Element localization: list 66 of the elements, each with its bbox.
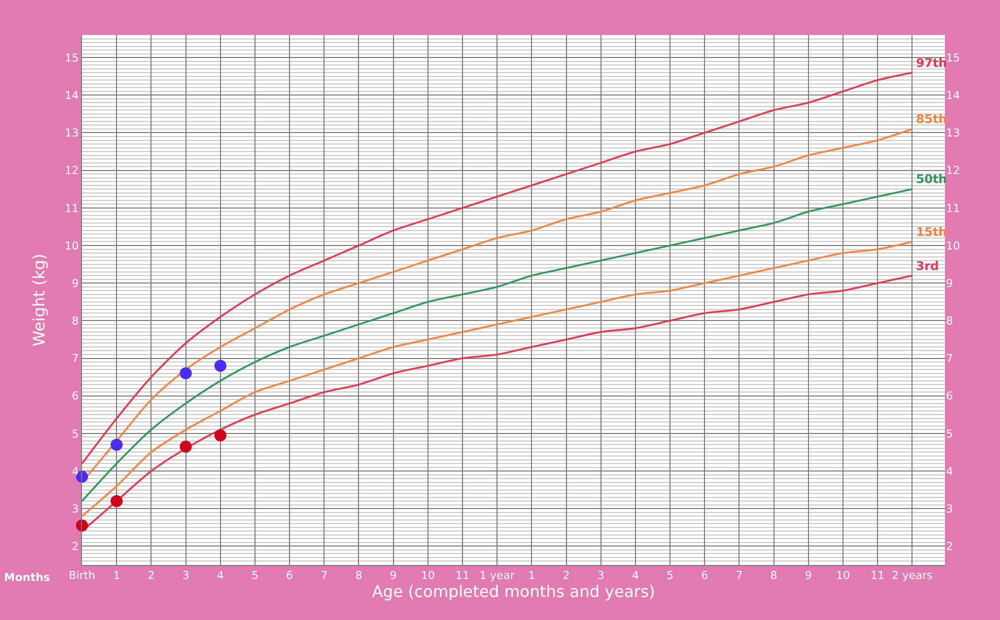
x-tick-label: 10 [420,569,435,582]
x-tick-label: 2 years [892,569,933,582]
point [180,440,192,453]
x-tick-label: 2 [562,569,570,582]
y-tick-label: 2 [72,540,79,554]
x-tick-label: 6 [701,569,708,582]
series-label: 3rd [916,259,939,273]
x-axis-title: Age (completed months and years) [372,582,656,602]
x-tick-label: 2 [148,569,155,582]
y2-tick-label: 11 [946,202,960,215]
y-tick-label: 10 [64,239,79,252]
y-tick-label: 11 [64,202,79,215]
line-series [82,72,914,464]
x-tick-label: 3 [597,569,604,582]
x-tick-label: 8 [355,569,362,582]
x-tick-label: 11 [870,569,885,582]
x-tick-label: 11 [455,569,470,582]
y-tick-label: 13 [64,126,79,140]
y2-tick-label: 9 [946,276,953,290]
y-tick-label: 4 [72,464,79,478]
x-tick-label: 5 [666,569,674,582]
y2-tick-label: 15 [946,51,960,64]
y2-tick-label: 4 [946,464,953,478]
line-series [82,240,914,518]
x-tick-label: 10 [836,569,850,582]
y-tick-label: 12 [64,164,79,178]
y2-tick-label: 3 [946,502,953,516]
x-tick-label: 9 [804,569,812,582]
line-series [82,188,914,502]
y2-tick-label: 10 [946,239,960,252]
y-tick-label: 6 [72,390,79,403]
y-axis-title: Weight (kg) [30,254,49,346]
y2-tick-label: 8 [946,314,953,328]
y-tick-label: 8 [72,314,79,328]
x-tick-label: 7 [736,569,743,582]
point [214,429,226,442]
y-tick-label: 5 [72,427,79,440]
x-tick-label: 1 year [480,569,516,582]
y2-tick-label: 6 [946,390,953,403]
x-tick-label: 9 [390,569,397,582]
y2-tick-label: 2 [946,540,953,554]
y2-tick-label: 5 [946,427,953,440]
y-tick-label: 9 [72,276,79,290]
x-tick-label: 4 [632,569,639,582]
x-tick-label: 7 [320,569,328,582]
x-tick-label: Birth [68,569,96,582]
x-tick-label: 8 [770,569,778,582]
y2-tick-label: 12 [946,164,960,178]
y-tick-label: 7 [72,352,79,366]
y2-tick-label: 7 [946,352,953,366]
x-tick-label: 1 [113,569,120,582]
y-tick-label: 14 [64,88,79,102]
x-tick-label: 6 [286,569,294,582]
y-tick-label: 3 [72,502,79,516]
point [110,495,123,508]
text: Months [4,571,50,584]
x-tick-label: 4 [216,569,224,582]
y2-tick-label: 14 [946,88,960,102]
x-tick-label: 5 [251,569,258,582]
point [214,360,226,372]
x-tick-label: 1 [528,569,536,582]
x-tick-label: 3 [182,569,190,582]
point [110,438,123,451]
point [180,367,192,380]
y2-tick-label: 13 [946,126,960,140]
y-tick-label: 15 [64,51,79,64]
